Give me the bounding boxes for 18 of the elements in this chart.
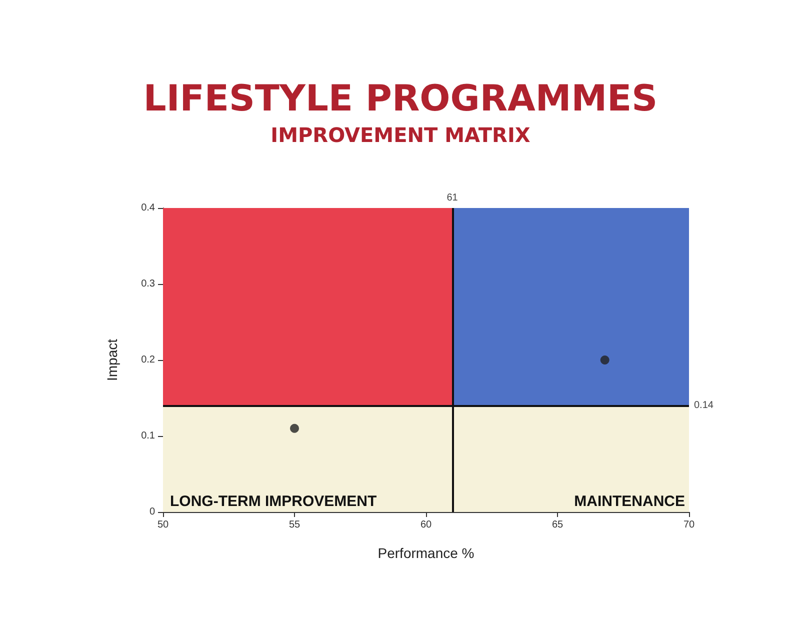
chart-subtitle: IMPROVEMENT MATRIX [270, 123, 531, 147]
x-tick-label: 60 [420, 520, 432, 530]
x-axis-title: Performance % [378, 545, 474, 561]
annotation: LONG-TERM IMPROVEMENT [170, 493, 377, 510]
y-axis-title: Impact [104, 338, 120, 382]
y-tick-label: 0.2 [141, 354, 156, 366]
x-tick-label: 50 [157, 520, 169, 530]
x-tick-label: 65 [552, 520, 564, 530]
x-tick-label: 55 [288, 520, 300, 530]
x-tick-label: 70 [683, 520, 695, 530]
y-tick-label: 0.3 [141, 278, 156, 290]
y-tick-label: 0.4 [141, 202, 156, 214]
annotation: MAINTENANCE [574, 493, 686, 510]
y-tick-label: 0 [149, 506, 156, 518]
chart-title: LIFESTYLE PROGRAMMES [143, 78, 658, 120]
ref-line-label: 0.14 [694, 400, 714, 412]
ref-line-label: 61 [446, 192, 458, 204]
y-tick-label: 0.1 [141, 430, 156, 442]
